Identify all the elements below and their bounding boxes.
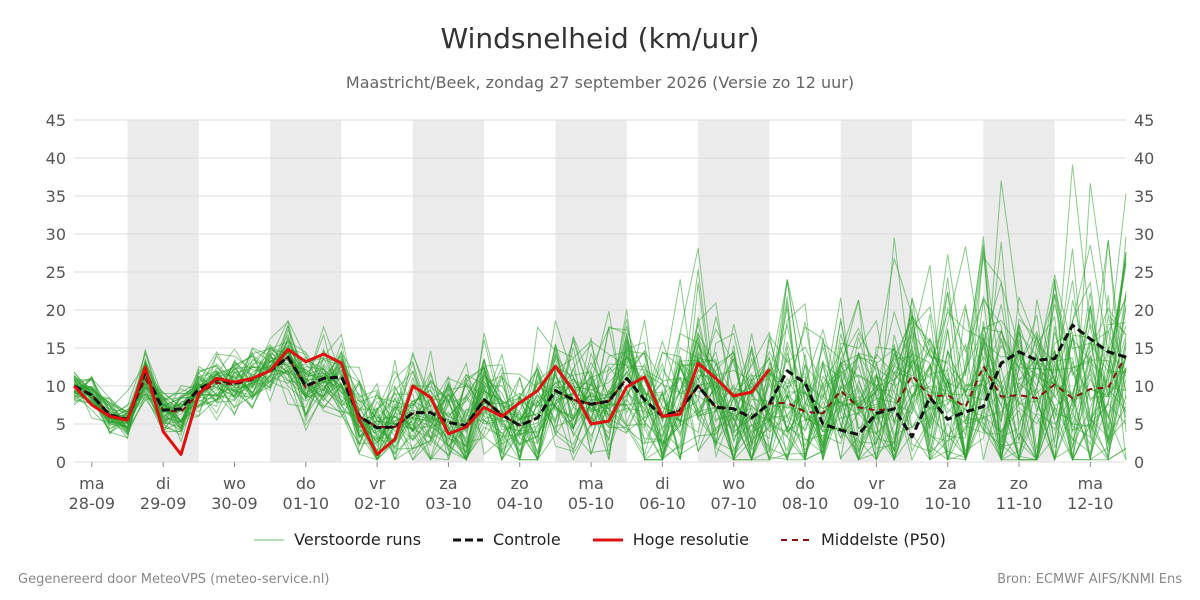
x-tick-label-date: 07-10 bbox=[710, 494, 757, 513]
y-tick-label-left: 25 bbox=[46, 263, 66, 282]
x-tick-label-day: za bbox=[439, 474, 457, 493]
ensemble-run-line bbox=[73, 251, 1127, 462]
legend-label-median: Middelste (P50) bbox=[820, 530, 946, 549]
legend-item-control: Controle bbox=[453, 530, 561, 549]
legend-swatch-median bbox=[780, 538, 811, 541]
x-tick-label-date: 06-10 bbox=[639, 494, 686, 513]
ensemble-run-line bbox=[73, 236, 1127, 462]
ensemble-run-line bbox=[73, 299, 1127, 460]
ensemble-run-line bbox=[73, 164, 1127, 460]
legend: Verstoorde runs Controle Hoge resolutie … bbox=[0, 530, 1200, 549]
legend-label-hires: Hoge resolutie bbox=[632, 530, 749, 549]
ensemble-run-line bbox=[73, 247, 1127, 462]
x-tick-label-day: di bbox=[655, 474, 670, 493]
day-shade bbox=[270, 120, 342, 462]
ensemble-run-line bbox=[73, 244, 1127, 461]
y-tick-label-left: 45 bbox=[46, 111, 66, 130]
x-tick-label-day: di bbox=[156, 474, 171, 493]
x-tick-label-day: ma bbox=[1078, 474, 1103, 493]
y-tick-label-right: 20 bbox=[1134, 301, 1154, 320]
legend-swatch-hires bbox=[592, 538, 623, 541]
x-tick-label-date: 08-10 bbox=[782, 494, 829, 513]
x-tick-label-date: 09-10 bbox=[853, 494, 900, 513]
x-tick-label-day: za bbox=[939, 474, 957, 493]
y-tick-label-right: 35 bbox=[1134, 187, 1154, 206]
y-tick-label-left: 30 bbox=[46, 225, 66, 244]
ensemble-run-line bbox=[73, 302, 1127, 462]
x-tick-label-date: 04-10 bbox=[497, 494, 544, 513]
x-tick-label-day: vr bbox=[868, 474, 884, 493]
y-tick-label-right: 40 bbox=[1134, 149, 1154, 168]
x-tick-label-date: 10-10 bbox=[924, 494, 971, 513]
legend-label-ensemble: Verstoorde runs bbox=[294, 530, 422, 549]
ensemble-run-line bbox=[73, 254, 1127, 461]
legend-label-control: Controle bbox=[493, 530, 561, 549]
y-tick-label-left: 15 bbox=[46, 339, 66, 358]
x-tick-label-date: 29-09 bbox=[140, 494, 187, 513]
y-tick-label-left: 0 bbox=[56, 453, 66, 472]
x-tick-label-day: wo bbox=[722, 474, 745, 493]
y-tick-label-right: 15 bbox=[1134, 339, 1154, 358]
x-tick-label-date: 28-09 bbox=[69, 494, 116, 513]
footer-generator: Gegenereerd door MeteoVPS (meteo-service… bbox=[18, 572, 330, 587]
x-tick-label-date: 11-10 bbox=[996, 494, 1043, 513]
ensemble-run-line bbox=[73, 269, 1127, 462]
x-tick-label-date: 01-10 bbox=[283, 494, 330, 513]
x-tick-label-day: zo bbox=[511, 474, 529, 493]
y-tick-label-right: 0 bbox=[1134, 453, 1144, 472]
ensemble-run-line bbox=[73, 193, 1127, 461]
x-tick-label-day: zo bbox=[1010, 474, 1028, 493]
legend-item-median: Middelste (P50) bbox=[780, 530, 946, 549]
y-tick-label-right: 25 bbox=[1134, 263, 1154, 282]
y-tick-label-right: 45 bbox=[1134, 111, 1154, 130]
footer-source: Bron: ECMWF AIFS/KNMI Ens bbox=[997, 572, 1182, 587]
y-tick-label-left: 5 bbox=[56, 415, 66, 434]
x-tick-label-day: do bbox=[795, 474, 815, 493]
y-tick-label-right: 30 bbox=[1134, 225, 1154, 244]
x-tick-label-date: 12-10 bbox=[1067, 494, 1114, 513]
y-tick-label-left: 35 bbox=[46, 187, 66, 206]
chart-subtitle: Maastricht/Beek, zondag 27 september 202… bbox=[345, 73, 855, 92]
hires-line bbox=[72, 348, 771, 456]
legend-swatch-control bbox=[453, 538, 484, 541]
x-tick-label-date: 30-09 bbox=[211, 494, 258, 513]
x-tick-label-day: vr bbox=[369, 474, 385, 493]
ensemble-run-line bbox=[73, 242, 1127, 462]
x-tick-label-date: 02-10 bbox=[354, 494, 401, 513]
ensemble-run-line bbox=[73, 318, 1127, 461]
y-tick-label-left: 40 bbox=[46, 149, 66, 168]
x-tick-label-day: ma bbox=[578, 474, 603, 493]
x-tick-label-day: wo bbox=[223, 474, 246, 493]
x-tick-label-day: ma bbox=[79, 474, 104, 493]
ensemble-run-line bbox=[73, 258, 1127, 462]
y-tick-label-left: 10 bbox=[46, 377, 66, 396]
y-tick-label-left: 20 bbox=[46, 301, 66, 320]
ensemble-run-line bbox=[73, 296, 1127, 462]
x-tick-label-day: do bbox=[296, 474, 316, 493]
x-tick-label-date: 05-10 bbox=[568, 494, 615, 513]
legend-swatch-ensemble bbox=[254, 539, 285, 540]
y-tick-label-right: 10 bbox=[1134, 377, 1154, 396]
x-tick-label-date: 03-10 bbox=[425, 494, 472, 513]
legend-item-ensemble: Verstoorde runs bbox=[254, 530, 421, 549]
chart-title: Windsnelheid (km/uur) bbox=[440, 22, 760, 55]
y-tick-label-right: 5 bbox=[1134, 415, 1144, 434]
legend-item-hires: Hoge resolutie bbox=[592, 530, 749, 549]
ensemble-run-line bbox=[73, 278, 1127, 462]
